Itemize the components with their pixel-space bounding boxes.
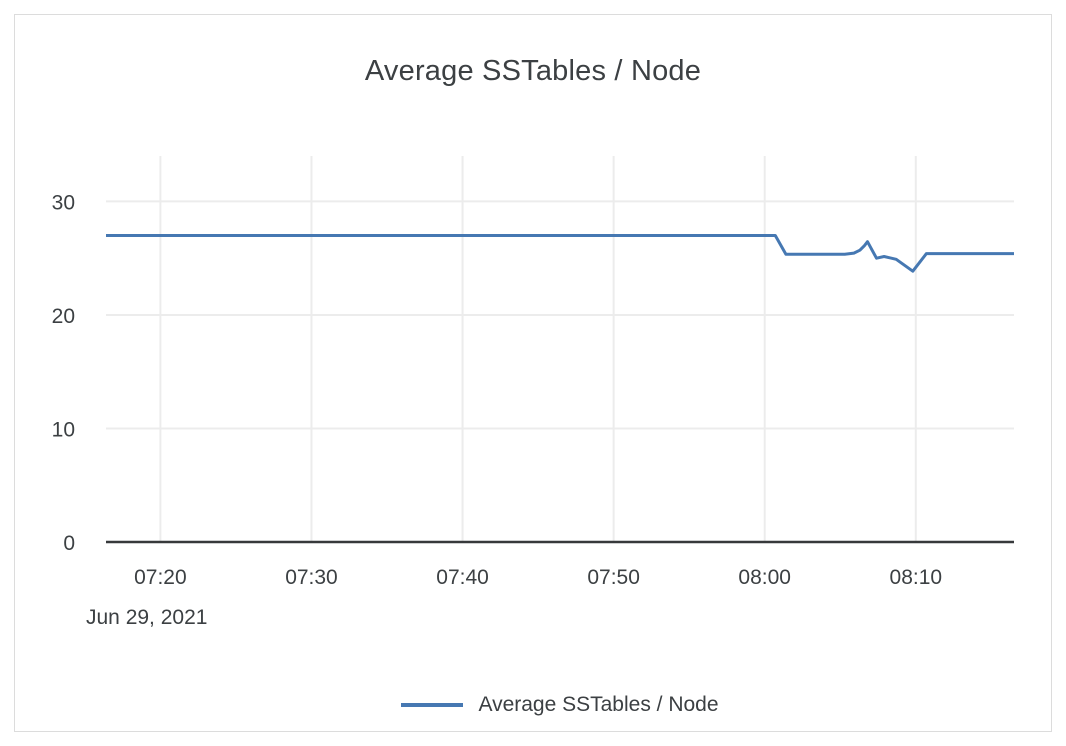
legend-item-avg-sstables[interactable]: Average SSTables / Node — [401, 693, 719, 717]
y-tick-label: 20 — [52, 305, 75, 328]
y-tick-label: 0 — [63, 532, 75, 555]
x-tick-label: 07:20 — [134, 566, 187, 589]
x-tick-label: 07:40 — [436, 566, 489, 589]
chart-plot[interactable]: 07:20 07:30 07:40 07:50 08:00 08:10 0 10 20 30 — [15, 15, 1051, 731]
y-tick-label: 30 — [52, 191, 75, 214]
x-axis-date-label: Jun 29, 2021 — [86, 606, 208, 629]
legend-label: Average SSTables / Node — [478, 693, 719, 716]
x-tick-label: 07:30 — [285, 566, 338, 589]
chart-card: Average SSTables / Node 07:20 07:30 07:40 0… — [14, 14, 1052, 732]
series-line-avg-sstables — [106, 234, 1014, 273]
legend-line-swatch — [401, 703, 464, 707]
x-tick-label: 08:10 — [890, 566, 943, 589]
chart-legend: Average SSTables / Node — [106, 693, 1014, 717]
x-tick-label: 07:50 — [587, 566, 640, 589]
y-tick-label: 10 — [52, 418, 75, 441]
x-tick-label: 08:00 — [738, 566, 791, 589]
chart-title: Average SSTables / Node — [364, 55, 702, 87]
